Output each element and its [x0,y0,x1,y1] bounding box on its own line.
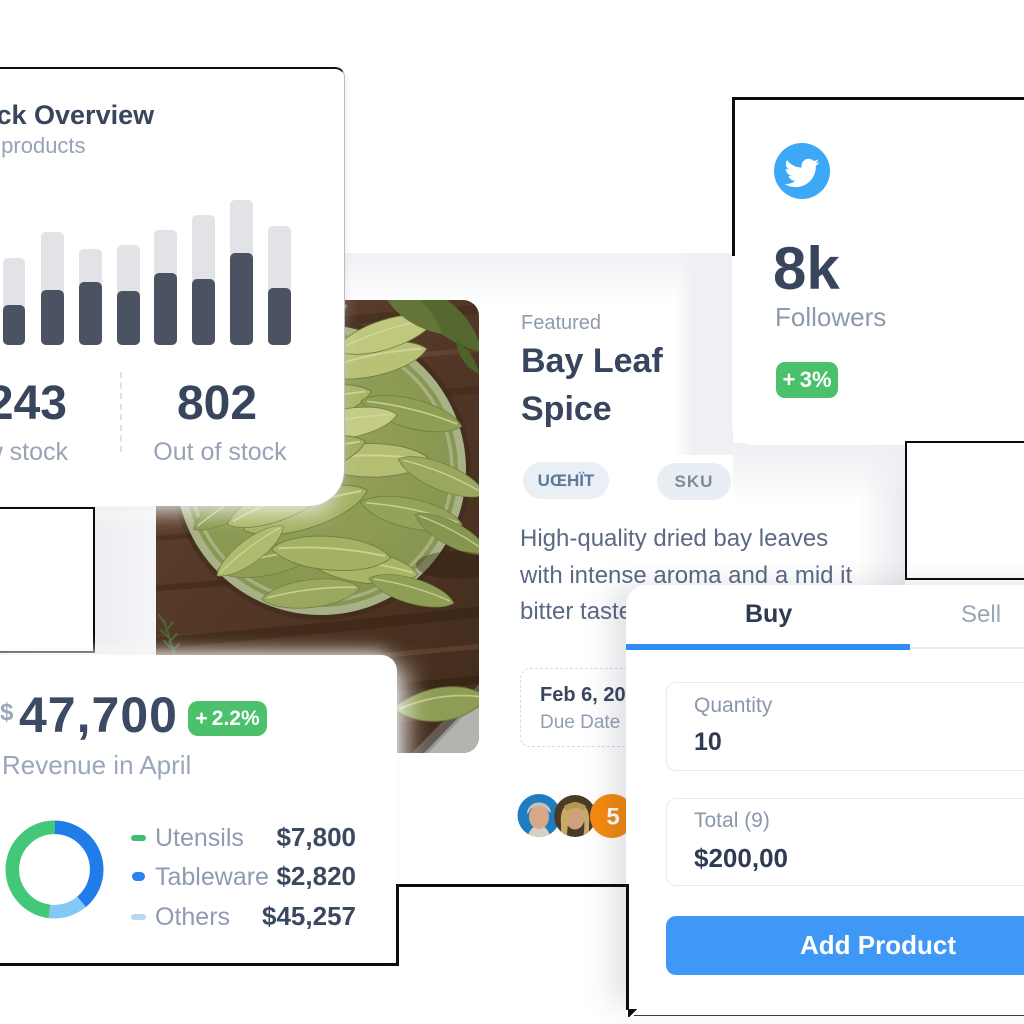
svg-text:5: 5 [606,804,619,831]
